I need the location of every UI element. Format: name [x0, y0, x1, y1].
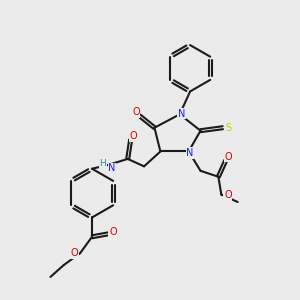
Text: O: O: [129, 131, 137, 141]
Text: N: N: [178, 109, 185, 119]
Text: O: O: [224, 152, 232, 162]
Text: H: H: [99, 159, 106, 168]
Text: O: O: [224, 190, 232, 200]
Text: O: O: [109, 227, 117, 237]
Text: O: O: [71, 248, 79, 258]
Text: O: O: [132, 107, 140, 117]
Text: N: N: [108, 164, 116, 173]
Text: S: S: [225, 123, 231, 133]
Text: N: N: [186, 148, 194, 158]
